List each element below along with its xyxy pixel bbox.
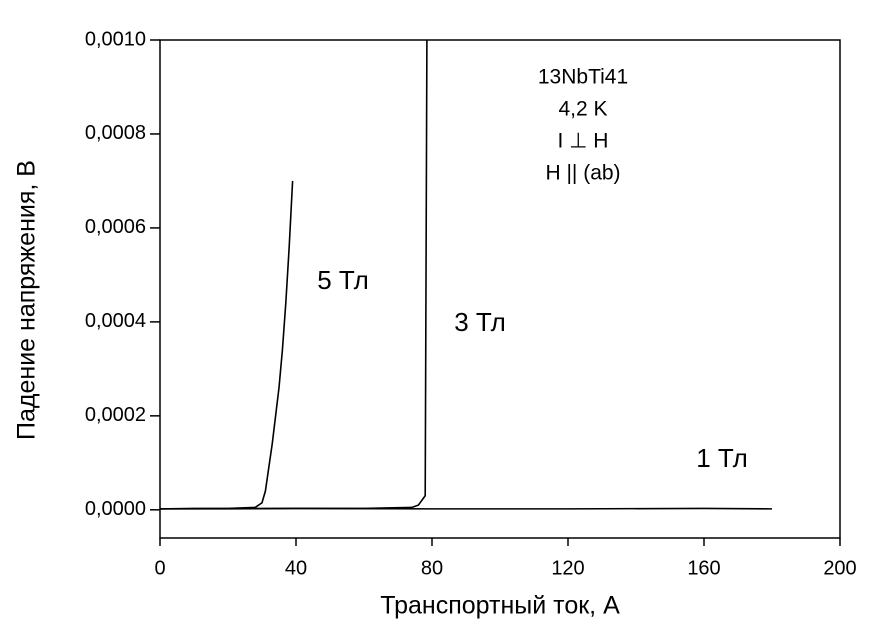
y-tick-label: 0,0006 (85, 216, 146, 238)
x-tick-label: 40 (285, 557, 307, 579)
line (159, 180, 294, 510)
x-tick-label: 0 (154, 557, 165, 579)
y-tick-label: 0,0000 (85, 498, 146, 520)
annotation: 4,2 K (558, 98, 607, 121)
y-tick-label: 0,0004 (85, 310, 146, 332)
x-tick-label: 80 (421, 557, 443, 579)
x-tick-label: 160 (687, 557, 720, 579)
series-label: 3 Тл (454, 307, 506, 337)
series-label: 5 Тл (317, 265, 369, 295)
y-tick-label: 0,0002 (85, 404, 146, 426)
x-tick-label: 120 (551, 557, 584, 579)
annotation: 13NbTi41 (538, 66, 628, 89)
y-axis-title: Падение напряжения, В (13, 160, 41, 440)
y-tick-label: 0,0008 (85, 122, 146, 144)
y-tick-label: 0,0010 (85, 28, 146, 50)
plot-frame (159, 39, 841, 539)
line (160, 39, 428, 510)
annotation: I ⊥ H (558, 130, 609, 153)
annotation: H || (ab) (545, 162, 620, 185)
x-axis-title: Транспортный ток, А (380, 592, 620, 620)
series-label: 1 Тл (696, 443, 748, 473)
x-tick-label: 200 (823, 557, 856, 579)
